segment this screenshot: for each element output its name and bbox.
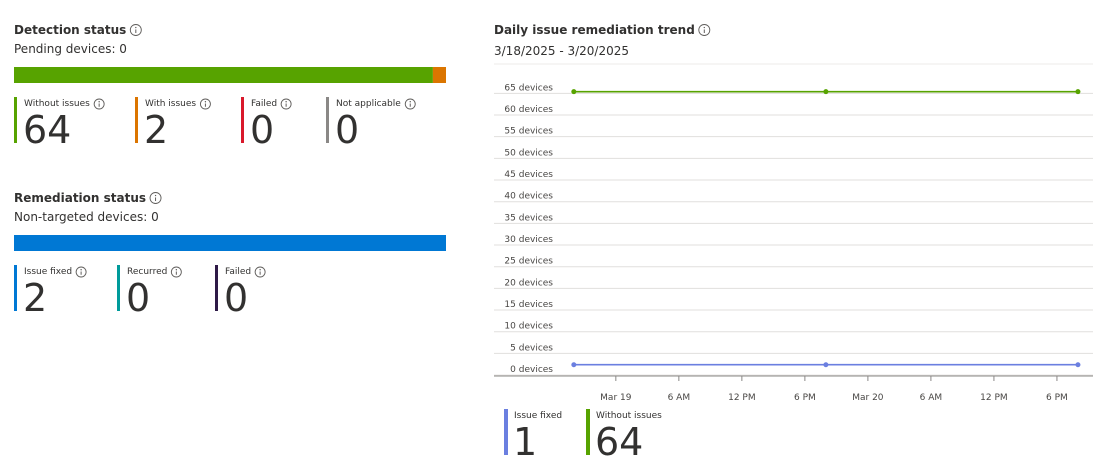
status-bar-segment <box>14 235 446 251</box>
stat-value: 0 <box>335 108 359 152</box>
stat-label: With issues <box>145 99 196 109</box>
data-point <box>823 362 829 368</box>
data-point <box>1075 362 1081 368</box>
x-tick-label: 6 AM <box>920 393 943 403</box>
y-tick-label: 15 devices <box>504 300 553 310</box>
x-tick-label: Mar 20 <box>852 393 884 403</box>
chart-subtitle: 3/18/2025 - 3/20/2025 <box>494 44 629 58</box>
info-icon-dot <box>285 101 287 103</box>
info-icon <box>75 266 87 278</box>
y-tick-label: 60 devices <box>504 105 553 115</box>
info-icon-dot <box>204 101 207 103</box>
remediation-subtitle: Non-targeted devices: 0 <box>14 210 159 224</box>
legend-color-bar <box>504 409 508 455</box>
stat-label: Issue fixed <box>24 267 72 277</box>
y-tick-label: 65 devices <box>504 83 553 93</box>
y-tick-label: 0 devices <box>510 365 553 375</box>
data-point <box>823 89 829 95</box>
legend-value: 1 <box>513 420 537 464</box>
info-icon <box>93 98 105 110</box>
stat-value: 0 <box>126 276 150 320</box>
y-tick-label: 35 devices <box>504 213 553 223</box>
data-point <box>1075 89 1081 95</box>
info-icon-dot <box>80 269 82 271</box>
stat-value: 0 <box>250 108 274 152</box>
status-bar-segment <box>432 67 446 83</box>
stat-label: Recurred <box>127 267 167 277</box>
y-tick-label: 10 devices <box>504 322 553 332</box>
stat-value: 0 <box>224 276 248 320</box>
y-tick-label: 55 devices <box>504 127 553 137</box>
stat-color-bar <box>14 97 17 143</box>
stat-value: 2 <box>144 108 168 152</box>
data-point <box>571 89 577 95</box>
info-icon-dot <box>135 26 137 29</box>
info-icon-dot <box>703 26 705 29</box>
info-icon-dot <box>154 194 157 197</box>
y-tick-label: 30 devices <box>504 235 553 245</box>
x-tick-label: 6 PM <box>1046 393 1068 403</box>
stat-label: Not applicable <box>336 99 401 109</box>
legend-color-bar <box>586 409 590 455</box>
info-icon <box>170 266 182 278</box>
y-tick-label: 25 devices <box>504 257 553 267</box>
info-icon-dot <box>98 101 100 103</box>
y-tick-label: 5 devices <box>510 343 553 353</box>
info-icon <box>698 24 711 36</box>
y-tick-label: 50 devices <box>504 148 553 158</box>
legend-label: Without issues <box>596 411 662 421</box>
y-tick-label: 40 devices <box>504 192 553 202</box>
detection-title: Detection status <box>14 23 126 37</box>
status-bar-segment <box>14 67 433 83</box>
info-icon <box>199 98 211 110</box>
stat-label: Without issues <box>24 99 90 109</box>
remediation-title: Remediation status <box>14 191 146 205</box>
x-tick-label: 6 PM <box>794 393 816 403</box>
info-icon <box>129 24 142 36</box>
y-tick-label: 45 devices <box>504 170 553 180</box>
info-icon <box>404 98 416 110</box>
info-icon-dot <box>259 269 261 271</box>
legend-value: 64 <box>595 420 643 464</box>
info-icon <box>280 98 292 110</box>
stat-color-bar <box>117 265 120 311</box>
stat-color-bar <box>215 265 218 311</box>
stat-value: 64 <box>23 108 71 152</box>
x-tick-label: 12 PM <box>728 393 756 403</box>
stat-color-bar <box>241 97 244 143</box>
detection-subtitle: Pending devices: 0 <box>14 42 127 56</box>
y-tick-label: 20 devices <box>504 278 553 288</box>
stat-color-bar <box>135 97 138 143</box>
stat-color-bar <box>14 265 17 311</box>
stat-value: 2 <box>23 276 47 320</box>
stat-label: Failed <box>225 267 251 277</box>
info-icon-dot <box>175 269 178 271</box>
info-icon <box>149 192 162 204</box>
x-tick-label: 6 AM <box>668 393 691 403</box>
stat-color-bar <box>326 97 329 143</box>
data-point <box>571 362 577 368</box>
info-icon <box>254 266 266 278</box>
chart-title: Daily issue remediation trend <box>494 23 695 37</box>
stat-label: Failed <box>251 99 277 109</box>
info-icon-dot <box>409 101 411 103</box>
x-tick-label: Mar 19 <box>600 393 632 403</box>
x-tick-label: 12 PM <box>980 393 1008 403</box>
legend-label: Issue fixed <box>514 411 562 421</box>
